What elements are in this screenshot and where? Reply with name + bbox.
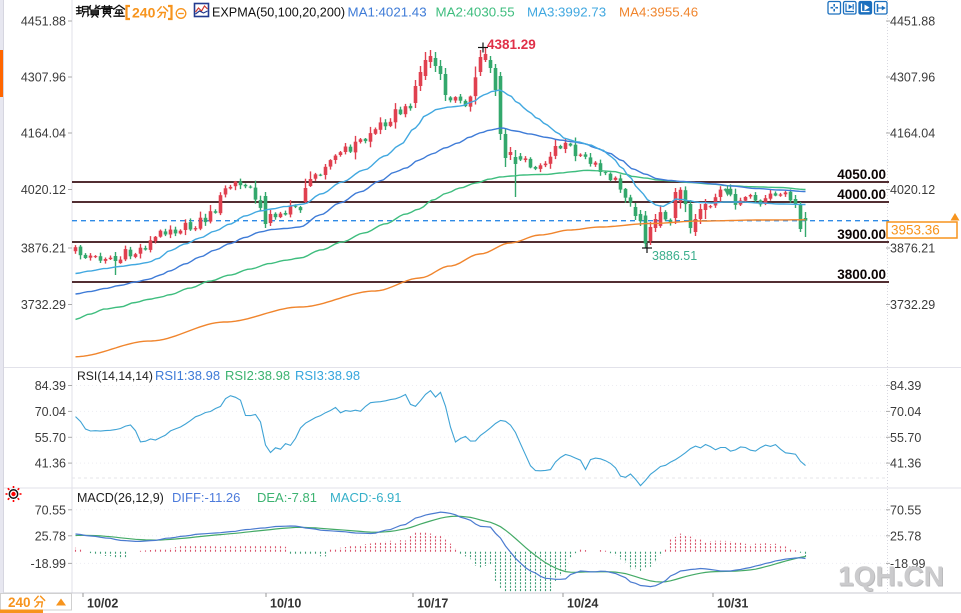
svg-text:25.78: 25.78 <box>35 529 66 543</box>
svg-text:240: 240 <box>8 595 31 610</box>
svg-text:4451.88: 4451.88 <box>890 15 935 29</box>
svg-text:41.36: 41.36 <box>890 457 921 471</box>
svg-text:DEA:-7.81: DEA:-7.81 <box>257 490 317 505</box>
svg-text:4307.96: 4307.96 <box>21 71 66 85</box>
svg-text:4307.96: 4307.96 <box>890 71 935 85</box>
svg-text:70.04: 70.04 <box>35 405 66 419</box>
svg-text:3953.36: 3953.36 <box>891 223 940 238</box>
svg-text:EXPMA(50,100,20,200): EXPMA(50,100,20,200) <box>212 6 345 20</box>
svg-text:4451.88: 4451.88 <box>21 15 66 29</box>
svg-text:3732.29: 3732.29 <box>21 298 66 312</box>
svg-text:4164.04: 4164.04 <box>21 127 66 141</box>
svg-text:RSI3:38.98: RSI3:38.98 <box>295 368 360 383</box>
svg-text:1QH.CN: 1QH.CN <box>839 562 945 593</box>
svg-text:MA4:3955.46: MA4:3955.46 <box>619 5 698 20</box>
svg-text:-18.99: -18.99 <box>890 557 925 571</box>
svg-text:10/17: 10/17 <box>417 597 448 611</box>
svg-text:3800.00: 3800.00 <box>837 267 886 282</box>
svg-text:240: 240 <box>132 5 156 21</box>
svg-text:10/31: 10/31 <box>717 597 748 611</box>
svg-text:3732.29: 3732.29 <box>890 298 935 312</box>
svg-text:4164.04: 4164.04 <box>890 127 935 141</box>
svg-text:1QH.CN: 1QH.CN <box>838 561 944 592</box>
svg-text:MACD(26,12,9): MACD(26,12,9) <box>77 491 164 505</box>
svg-text:4000.00: 4000.00 <box>837 187 886 202</box>
svg-text:MA2:4030.55: MA2:4030.55 <box>436 5 515 20</box>
svg-text:84.39: 84.39 <box>35 379 66 393</box>
svg-text:25.78: 25.78 <box>890 529 921 543</box>
svg-text:MA3:3992.73: MA3:3992.73 <box>527 5 606 20</box>
svg-text:RSI(14,14,14): RSI(14,14,14) <box>77 369 153 383</box>
svg-text:RSI1:38.98: RSI1:38.98 <box>155 368 220 383</box>
svg-text:4020.12: 4020.12 <box>890 183 935 197</box>
svg-text:41.36: 41.36 <box>35 457 66 471</box>
svg-text:70.55: 70.55 <box>890 503 921 517</box>
svg-text:55.70: 55.70 <box>890 431 921 445</box>
svg-text:10/02: 10/02 <box>87 597 118 611</box>
svg-text:MA1:4021.43: MA1:4021.43 <box>348 5 427 20</box>
svg-text:3876.21: 3876.21 <box>21 242 66 256</box>
svg-text:4050.00: 4050.00 <box>837 167 886 182</box>
svg-text:4020.12: 4020.12 <box>21 183 66 197</box>
svg-text:MACD:-6.91: MACD:-6.91 <box>330 490 402 505</box>
svg-text:3900.00: 3900.00 <box>837 227 886 242</box>
svg-text:3886.51: 3886.51 <box>652 249 697 263</box>
svg-text:70.04: 70.04 <box>890 405 921 419</box>
svg-text:RSI2:38.98: RSI2:38.98 <box>225 368 290 383</box>
svg-text:55.70: 55.70 <box>35 431 66 445</box>
svg-text:70.55: 70.55 <box>35 503 66 517</box>
svg-text:DIFF:-11.26: DIFF:-11.26 <box>172 490 240 505</box>
svg-text:84.39: 84.39 <box>890 379 921 393</box>
svg-text:10/10: 10/10 <box>270 597 301 611</box>
svg-text:-18.99: -18.99 <box>31 557 66 571</box>
svg-text:10/24: 10/24 <box>567 597 598 611</box>
svg-text:4381.29: 4381.29 <box>487 37 536 52</box>
svg-text:3876.21: 3876.21 <box>890 242 935 256</box>
